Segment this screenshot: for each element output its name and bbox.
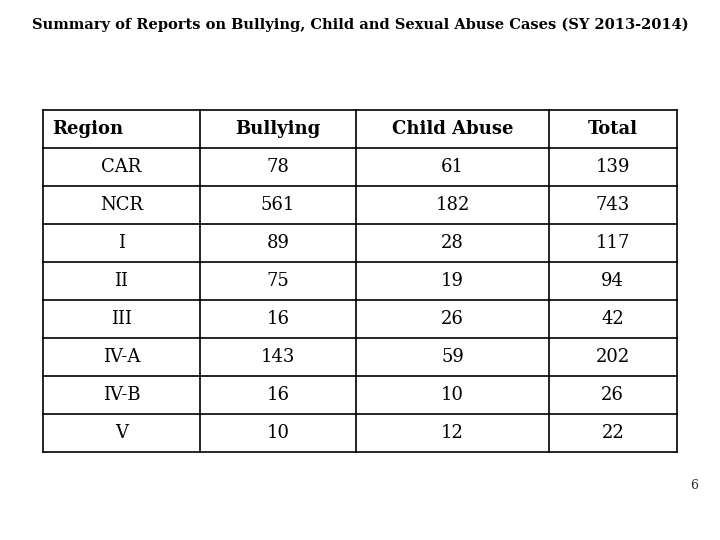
Text: 42: 42 bbox=[601, 310, 624, 328]
Text: 10: 10 bbox=[266, 424, 289, 442]
Text: 89: 89 bbox=[266, 234, 289, 252]
Text: Summary of Reports on Bullying, Child and Sexual Abuse Cases (SY 2013-2014): Summary of Reports on Bullying, Child an… bbox=[32, 18, 688, 32]
Text: 561: 561 bbox=[261, 197, 295, 214]
Text: 94: 94 bbox=[601, 272, 624, 290]
Text: 22: 22 bbox=[601, 424, 624, 442]
Text: 61: 61 bbox=[441, 158, 464, 177]
Text: 10: 10 bbox=[441, 386, 464, 404]
Text: 139: 139 bbox=[595, 158, 630, 177]
Text: 182: 182 bbox=[436, 197, 469, 214]
Text: 26: 26 bbox=[441, 310, 464, 328]
Text: Child Abuse: Child Abuse bbox=[392, 120, 513, 138]
Text: 743: 743 bbox=[595, 197, 630, 214]
Text: Region: Region bbox=[52, 120, 123, 138]
Text: IV-A: IV-A bbox=[103, 348, 140, 366]
Text: III: III bbox=[111, 310, 132, 328]
Text: II: II bbox=[114, 272, 128, 290]
Text: 12: 12 bbox=[441, 424, 464, 442]
Text: 78: 78 bbox=[266, 158, 289, 177]
Text: 59: 59 bbox=[441, 348, 464, 366]
Text: 16: 16 bbox=[266, 310, 289, 328]
Text: CAR: CAR bbox=[102, 158, 142, 177]
Text: 19: 19 bbox=[441, 272, 464, 290]
Text: Bullying: Bullying bbox=[235, 120, 320, 138]
Text: DEPARTMENT OF EDUCATION: DEPARTMENT OF EDUCATION bbox=[276, 517, 444, 525]
Text: IV-B: IV-B bbox=[103, 386, 140, 404]
Text: 6: 6 bbox=[690, 479, 698, 492]
Text: Total: Total bbox=[588, 120, 638, 138]
Text: 16: 16 bbox=[266, 386, 289, 404]
Text: 26: 26 bbox=[601, 386, 624, 404]
Text: 75: 75 bbox=[266, 272, 289, 290]
Text: 202: 202 bbox=[595, 348, 630, 366]
Text: NCR: NCR bbox=[100, 197, 143, 214]
Text: 117: 117 bbox=[595, 234, 630, 252]
Text: 143: 143 bbox=[261, 348, 295, 366]
Text: I: I bbox=[118, 234, 125, 252]
Text: 28: 28 bbox=[441, 234, 464, 252]
Text: V: V bbox=[115, 424, 128, 442]
